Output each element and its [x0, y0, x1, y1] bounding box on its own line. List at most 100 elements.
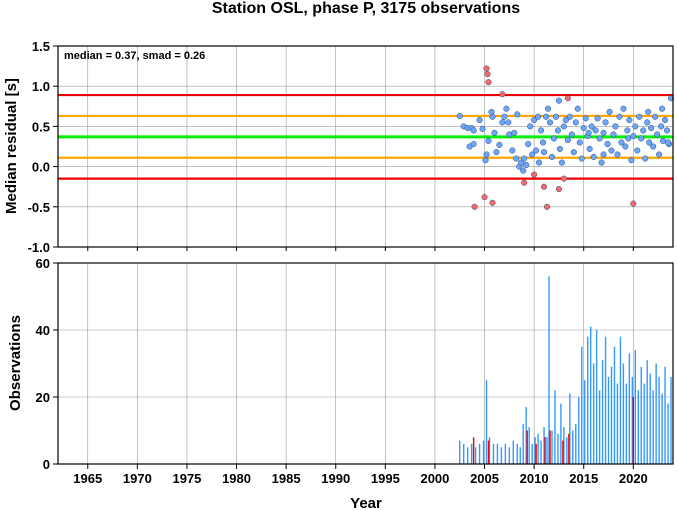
- residual-point: [550, 135, 558, 142]
- observation-bar: [512, 440, 514, 464]
- residual-point: [509, 147, 516, 154]
- residual-y-tick-label: -1.0: [28, 240, 50, 255]
- observation-bar: [459, 440, 461, 464]
- residual-point: [554, 127, 561, 134]
- residual-point: [505, 119, 512, 126]
- observation-bar: [496, 443, 499, 464]
- stats-annotation: median = 0.37, smad = 0.26: [64, 50, 205, 62]
- residual-point: [518, 159, 525, 166]
- outlier-bar: [544, 437, 546, 464]
- observation-bar: [664, 366, 666, 464]
- observations-panel: 1965 1970 1975 1980 1985 1990 1995 2000 2005 2010…: [7, 256, 674, 511]
- observation-bar: [670, 376, 672, 464]
- residual-point: [574, 105, 581, 112]
- outlier-point: [555, 186, 562, 193]
- residual-point: [588, 123, 595, 130]
- observation-bar: [554, 390, 556, 464]
- outlier-point: [564, 95, 571, 102]
- residual-point: [645, 108, 652, 115]
- outlier-point: [484, 71, 491, 78]
- residual-point: [456, 112, 463, 119]
- observation-bar: [586, 336, 589, 464]
- observations-gridlines: [58, 262, 673, 465]
- outlier-point: [481, 194, 488, 201]
- observation-bar: [569, 393, 571, 464]
- x-tick-label: 1965: [73, 471, 102, 486]
- observation-bar: [631, 376, 634, 464]
- residual-y-tick-label: 0.5: [32, 119, 50, 134]
- observation-bar: [640, 366, 642, 464]
- observation-bar: [516, 443, 518, 464]
- residual-point: [479, 125, 486, 132]
- x-tick-label: 2020: [619, 471, 648, 486]
- residual-ticks: -1.0 -0.5 0.0 0.5 1.0 1.5: [28, 39, 634, 255]
- observation-bar: [470, 443, 473, 464]
- outlier-bar: [472, 437, 475, 464]
- residual-point: [533, 147, 540, 154]
- residual-point: [562, 116, 569, 124]
- x-tick-label: 1985: [272, 471, 301, 486]
- observation-bar: [492, 443, 495, 464]
- residual-point: [640, 127, 647, 134]
- residual-point: [499, 119, 506, 126]
- residual-point: [511, 129, 518, 136]
- observation-bar: [519, 447, 521, 464]
- residual-point: [622, 143, 629, 150]
- observation-bar: [637, 390, 639, 464]
- residual-point: [650, 143, 657, 150]
- residual-point: [648, 124, 655, 132]
- residual-point: [489, 113, 496, 120]
- residual-point: [568, 131, 575, 138]
- residual-point: [598, 159, 605, 166]
- residual-point: [612, 123, 619, 130]
- observations-y-axis-label: Observations: [7, 315, 24, 411]
- residual-y-tick-label: 0.0: [32, 160, 50, 175]
- residual-point: [542, 113, 550, 120]
- observation-bar: [610, 366, 613, 464]
- residual-point: [531, 116, 538, 124]
- residual-point: [656, 151, 663, 158]
- residual-point: [614, 151, 621, 158]
- residual-point: [662, 116, 669, 124]
- residual-point: [664, 139, 672, 146]
- residual-point: [493, 149, 500, 156]
- observations-plot-area: [58, 263, 673, 464]
- observation-bar: [667, 403, 669, 464]
- observations-y-tick-label: 20: [36, 390, 50, 405]
- observation-bar: [508, 447, 511, 464]
- residual-point: [600, 151, 607, 158]
- residual-point: [642, 155, 649, 162]
- residual-point: [546, 119, 554, 126]
- residual-plot-area: [58, 46, 673, 247]
- residual-points: [456, 65, 675, 210]
- observation-bar: [546, 437, 548, 464]
- x-axis-label: Year: [350, 495, 382, 511]
- residual-y-axis-label: Median residual [s]: [3, 78, 20, 214]
- residual-point: [521, 155, 528, 162]
- residual-point: [501, 113, 508, 120]
- residual-point: [628, 157, 635, 164]
- residual-point: [620, 105, 627, 112]
- residual-point: [566, 113, 573, 120]
- residual-y-tick-label: -0.5: [28, 200, 50, 215]
- residual-point: [538, 127, 545, 134]
- residual-point: [654, 131, 661, 138]
- residual-point: [523, 161, 530, 169]
- observations-bars: [459, 276, 672, 464]
- residual-point: [578, 155, 585, 162]
- residual-point: [564, 137, 571, 144]
- observations-ticks: 1965 1970 1975 1980 1985 1990 1995 2000 2005 2010…: [36, 256, 648, 486]
- observation-bar: [646, 360, 648, 464]
- observations-y-tick-label: 60: [36, 256, 50, 271]
- residual-point: [529, 151, 536, 158]
- residual-point: [482, 157, 489, 164]
- observation-bar: [563, 427, 565, 464]
- x-tick-label: 2005: [470, 471, 499, 486]
- residual-y-tick-label: 1.0: [32, 79, 50, 94]
- observation-bar: [522, 423, 524, 464]
- residual-point: [658, 123, 665, 130]
- outlier-point: [630, 200, 637, 207]
- observation-bar: [525, 407, 527, 464]
- observation-bar: [474, 447, 477, 464]
- residual-point: [580, 124, 587, 132]
